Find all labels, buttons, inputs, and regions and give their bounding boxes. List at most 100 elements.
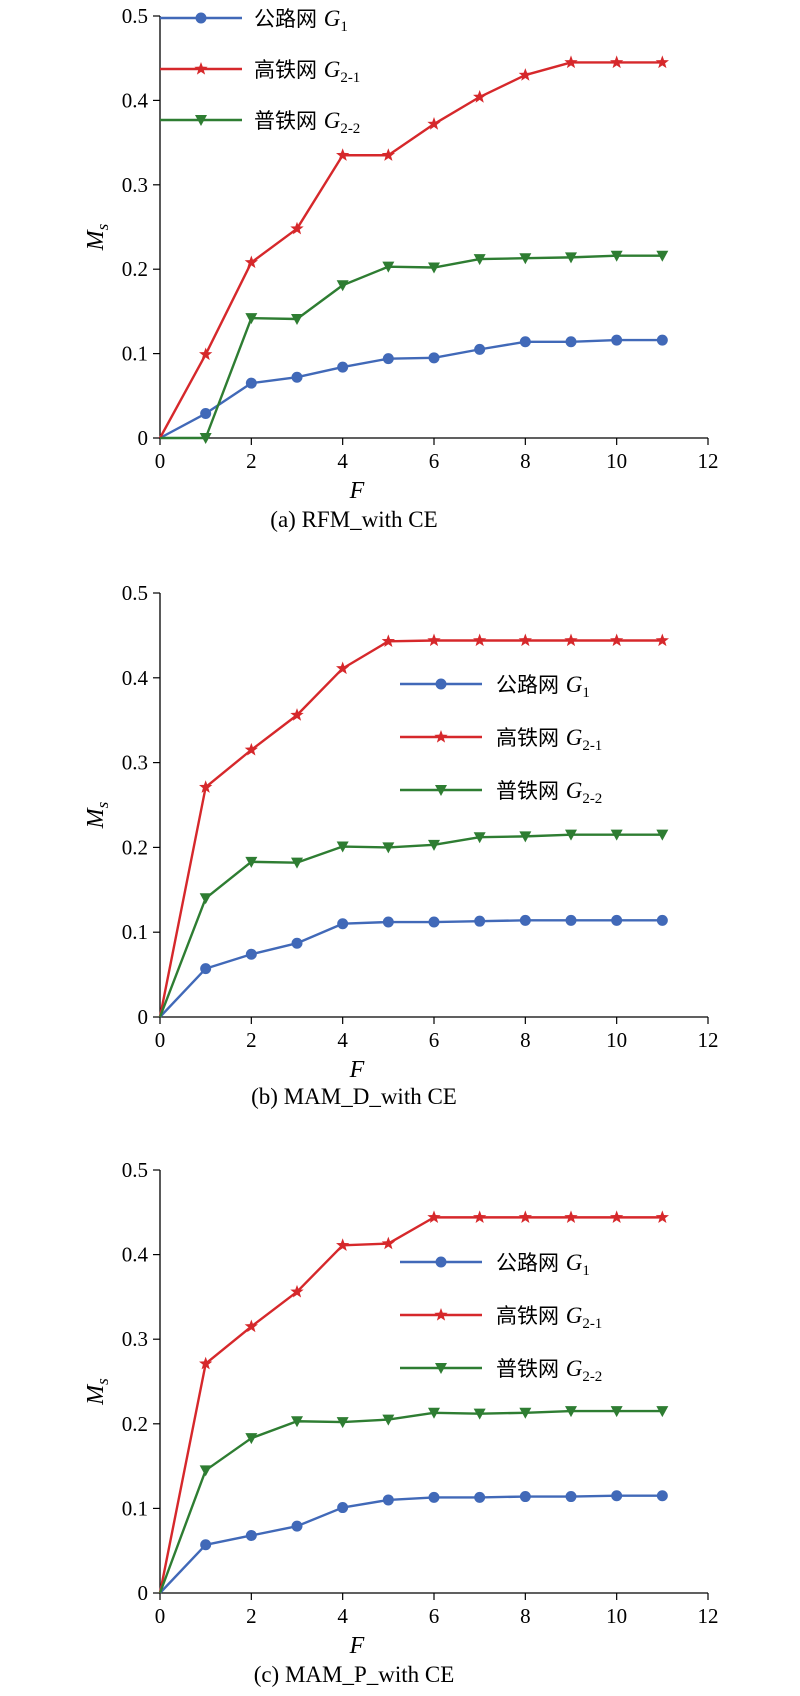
legend-marker <box>195 12 207 24</box>
x-axis-label: F <box>349 1057 365 1083</box>
x-tick-label: 6 <box>429 1028 440 1052</box>
panel-caption: (c) MAM_P_with CE <box>254 1662 455 1687</box>
data-point <box>610 633 624 647</box>
panel-caption: (a) RFM_with CE <box>270 507 437 532</box>
data-point <box>656 1406 669 1418</box>
y-tick-label: 0 <box>138 1005 149 1029</box>
data-point <box>611 334 623 346</box>
data-point <box>655 633 669 647</box>
data-point <box>519 914 531 926</box>
series-line <box>159 1494 663 1594</box>
y-axis-label: Ms <box>83 801 112 829</box>
data-point <box>655 1210 669 1224</box>
data-point <box>611 1490 623 1502</box>
data-point <box>519 1491 531 1503</box>
y-tick-label: 0.4 <box>122 1243 149 1267</box>
data-point <box>291 1520 303 1532</box>
data-point <box>381 1236 395 1250</box>
y-axis-label: Ms <box>83 1378 112 1406</box>
data-point <box>427 633 441 647</box>
data-point <box>473 832 486 844</box>
y-tick-label: 0.3 <box>122 1327 148 1351</box>
data-point <box>519 1407 532 1419</box>
data-point <box>473 1408 486 1420</box>
series-高铁网 <box>158 1210 669 1594</box>
legend: 公路网 G1 高铁网 G2-1 普铁网 G2-2 <box>160 6 360 137</box>
data-point <box>519 336 531 348</box>
data-point <box>382 916 394 928</box>
y-tick-label: 0.3 <box>122 751 148 775</box>
legend-marker <box>434 730 448 743</box>
data-point <box>611 914 623 926</box>
data-point <box>336 1238 350 1251</box>
series-高铁网 <box>158 55 669 439</box>
x-tick-label: 12 <box>698 449 719 473</box>
data-point <box>291 857 303 869</box>
y-tick-label: 0.2 <box>122 257 148 281</box>
data-point <box>199 780 213 793</box>
data-point <box>245 856 258 868</box>
data-point <box>564 633 578 647</box>
data-point <box>565 914 577 926</box>
data-point <box>382 842 395 854</box>
series-line <box>158 833 663 1018</box>
data-point <box>200 963 212 975</box>
x-tick-label: 10 <box>606 1604 627 1628</box>
data-point <box>428 352 440 364</box>
data-point <box>564 1210 578 1224</box>
legend-label: 高铁网 G2-1 <box>496 1303 602 1332</box>
data-point <box>336 1417 349 1429</box>
y-tick-label: 0.5 <box>122 581 148 605</box>
data-point <box>518 1210 532 1224</box>
x-tick-label: 8 <box>520 1028 531 1052</box>
data-point <box>428 916 440 928</box>
data-point <box>610 250 623 262</box>
data-point <box>428 1491 440 1503</box>
series-普铁网 <box>160 250 669 444</box>
y-tick-label: 0.4 <box>122 666 149 690</box>
data-point <box>199 1465 212 1477</box>
data-point <box>337 1502 349 1514</box>
x-tick-label: 8 <box>520 1604 531 1628</box>
data-point <box>245 313 258 325</box>
data-point <box>336 661 350 675</box>
legend-marker <box>195 115 207 126</box>
series-普铁网 <box>158 829 669 1018</box>
data-point <box>655 55 669 69</box>
data-point <box>337 361 349 373</box>
data-point <box>199 347 213 361</box>
y-tick-label: 0 <box>138 426 149 450</box>
y-tick-label: 0.2 <box>122 835 148 859</box>
data-point <box>427 117 441 130</box>
legend: 公路网 G1 高铁网 G2-1 普铁网 G2-2 <box>400 672 602 807</box>
legend: 公路网 G1 高铁网 G2-1 普铁网 G2-2 <box>400 1250 602 1385</box>
y-tick-label: 0.1 <box>122 1496 148 1520</box>
data-point <box>200 1539 212 1551</box>
data-point <box>199 893 212 905</box>
series-公路网 <box>159 1490 668 1594</box>
panel-caption: (b) MAM_D_with CE <box>251 1084 457 1109</box>
chart-panel-b: 0 2 4 6 8 10 12 0 0.1 0.2 0.3 0.4 0.5 F Ms 公路网 G1 高铁网 G2… <box>83 581 719 1109</box>
data-point <box>245 948 257 960</box>
data-point <box>656 914 668 926</box>
x-axis-label: F <box>349 478 365 504</box>
data-point <box>518 633 532 647</box>
data-point <box>565 336 577 348</box>
legend-label: 公路网 G1 <box>496 672 590 701</box>
x-tick-label: 10 <box>606 1028 627 1052</box>
data-point <box>428 1407 440 1419</box>
y-tick-label: 0.2 <box>122 1412 148 1436</box>
data-point <box>565 252 577 264</box>
data-point <box>518 68 532 81</box>
series-line <box>159 338 663 440</box>
data-point <box>291 1416 303 1428</box>
chart-panel-c: 0 2 4 6 8 10 12 0 0.1 0.2 0.3 0.4 0.5 F Ms 公路网 G1 高铁网 G2… <box>83 1158 719 1687</box>
data-point <box>290 708 304 721</box>
series-line <box>158 61 663 439</box>
y-tick-label: 0.3 <box>122 173 148 197</box>
y-tick-label: 0 <box>138 1581 149 1605</box>
data-point <box>291 371 303 383</box>
x-tick-label: 12 <box>698 1604 719 1628</box>
data-point <box>245 377 257 389</box>
